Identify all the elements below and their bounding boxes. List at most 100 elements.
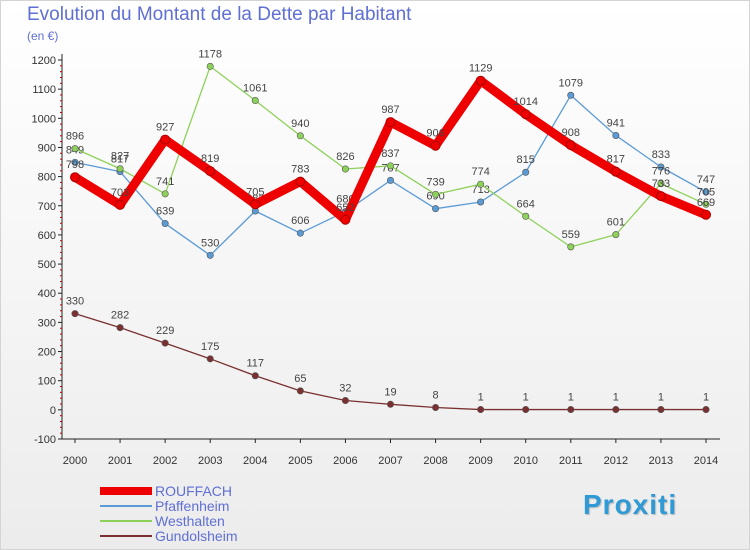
data-label-gundolsheim: 117 [247, 358, 265, 370]
data-point-gundolsheim [206, 355, 214, 363]
data-label-rouffach: 908 [562, 127, 580, 139]
legend-swatch [100, 520, 152, 522]
x-tick-label: 2007 [378, 455, 402, 467]
x-tick-label: 2013 [649, 455, 673, 467]
data-label-rouffach: 817 [607, 154, 625, 166]
data-point-gundolsheim [612, 406, 620, 414]
legend-label: Westhalten [155, 513, 225, 529]
legend-item-gundolsheim: Gundolsheim [100, 529, 300, 544]
data-label-pfaffenheim: 833 [652, 149, 670, 161]
x-tick-label: 2011 [559, 455, 583, 467]
data-label-gundolsheim: 229 [156, 325, 174, 337]
data-point-westhalten [522, 212, 530, 220]
data-point-rouffach [475, 75, 486, 86]
data-point-gundolsheim [386, 400, 394, 408]
data-label-westhalten: 1061 [243, 83, 267, 95]
chart-title: Evolution du Montant de la Dette par Hab… [27, 4, 412, 25]
data-point-pfaffenheim [206, 251, 214, 259]
data-label-rouffach: 669 [697, 197, 715, 209]
x-tick-label: 2001 [108, 455, 132, 467]
data-point-gundolsheim [116, 324, 124, 332]
data-point-rouffach [250, 199, 261, 210]
x-tick-label: 2003 [198, 455, 222, 467]
data-label-gundolsheim: 65 [294, 373, 306, 385]
y-tick-label: -100 [34, 434, 56, 446]
data-label-pfaffenheim: 639 [156, 206, 174, 218]
data-label-rouffach: 733 [652, 178, 670, 190]
y-tick-label: 800 [38, 172, 56, 184]
data-label-rouffach: 798 [66, 159, 84, 171]
data-label-pfaffenheim: 606 [291, 215, 309, 227]
data-point-gundolsheim [161, 339, 169, 347]
data-point-westhalten [251, 97, 259, 105]
data-point-rouffach [385, 117, 396, 128]
x-tick-label: 2004 [243, 455, 267, 467]
data-point-rouffach [565, 140, 576, 151]
data-point-westhalten [612, 231, 620, 239]
data-point-pfaffenheim [161, 220, 169, 228]
data-label-gundolsheim: 1 [703, 392, 709, 404]
data-point-gundolsheim [432, 404, 440, 412]
data-point-rouffach [701, 209, 711, 220]
data-point-pfaffenheim [657, 163, 665, 171]
y-tick-label: 200 [38, 347, 56, 359]
x-tick-label: 2014 [694, 455, 718, 467]
data-label-westhalten: 739 [426, 176, 444, 188]
data-point-westhalten [71, 145, 79, 153]
data-label-rouffach: 1129 [469, 63, 493, 75]
data-label-rouffach: 705 [246, 186, 264, 198]
y-tick-label: 0 [50, 405, 56, 417]
data-point-gundolsheim [477, 406, 485, 414]
data-point-rouffach [520, 109, 531, 120]
data-point-rouffach [295, 176, 306, 187]
data-point-gundolsheim [702, 406, 710, 414]
legend: ROUFFACH Pfaffenheim Westhalten Gundolsheim [100, 484, 300, 544]
x-tick-label: 2008 [423, 455, 447, 467]
data-label-rouffach: 987 [381, 104, 399, 116]
data-label-pfaffenheim: 941 [607, 118, 625, 130]
data-point-pfaffenheim [567, 91, 575, 99]
data-label-westhalten: 827 [111, 151, 129, 163]
legend-label: ROUFFACH [155, 483, 232, 499]
data-label-rouffach: 906 [426, 128, 444, 140]
data-point-rouffach [205, 166, 216, 177]
y-tick-label: 1200 [32, 55, 56, 67]
data-point-westhalten [432, 190, 440, 198]
x-tick-label: 2000 [63, 455, 87, 467]
data-label-gundolsheim: 19 [384, 386, 396, 398]
data-point-rouffach [655, 191, 666, 202]
data-point-westhalten [341, 165, 349, 173]
data-point-gundolsheim [341, 397, 349, 405]
legend-swatch [100, 505, 152, 507]
legend-label: Gundolsheim [155, 528, 238, 544]
data-point-pfaffenheim [386, 176, 394, 184]
data-point-westhalten [116, 165, 124, 173]
data-label-pfaffenheim: 1079 [559, 77, 583, 89]
data-label-rouffach: 1014 [513, 96, 537, 108]
data-label-pfaffenheim: 817 [111, 154, 129, 166]
y-tick-label: 500 [38, 259, 56, 271]
data-point-rouffach [340, 214, 351, 225]
data-label-gundolsheim: 1 [658, 392, 664, 404]
data-point-rouffach [115, 199, 126, 210]
data-point-gundolsheim [251, 372, 259, 380]
y-tick-label: 1000 [32, 113, 56, 125]
data-point-gundolsheim [296, 387, 304, 395]
y-tick-label: 100 [38, 376, 56, 388]
data-label-westhalten: 774 [471, 166, 489, 178]
data-point-pfaffenheim [702, 188, 710, 196]
data-label-gundolsheim: 1 [523, 392, 529, 404]
data-label-westhalten: 559 [562, 229, 580, 241]
data-label-pfaffenheim: 747 [697, 174, 715, 186]
data-label-rouffach: 819 [201, 153, 219, 165]
x-tick-label: 2002 [153, 455, 177, 467]
data-point-westhalten [161, 190, 169, 198]
data-label-pfaffenheim: 815 [517, 154, 535, 166]
data-label-westhalten: 826 [336, 151, 354, 163]
y-tick-label: 300 [38, 317, 56, 329]
data-label-westhalten: 601 [607, 217, 625, 229]
x-tick-label: 2010 [513, 455, 537, 467]
data-label-rouffach: 927 [156, 122, 174, 134]
